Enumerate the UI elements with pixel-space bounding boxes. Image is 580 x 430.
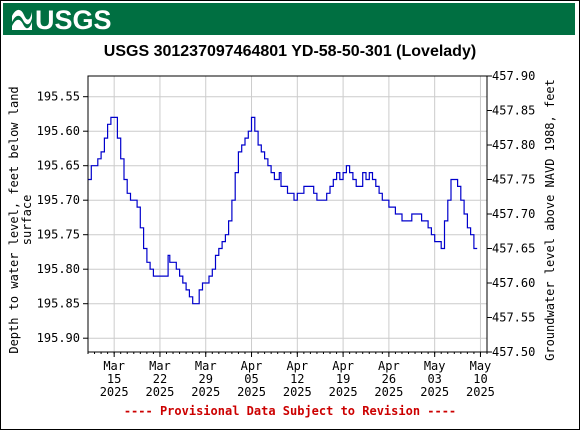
x-tick-label: Apr [286,359,308,373]
x-tick-label: Mar [195,359,217,373]
usgs-banner: USGS [3,3,575,35]
left-tick-label: 195.75 [37,228,80,242]
x-tick-label: Apr [241,359,263,373]
left-axis-ticks: 195.55 195.60 195.65 195.70 195.75 195.80 195.… [37,90,88,345]
left-tick-label: 195.85 [37,297,80,311]
right-axis-label: Groundwater level above NAVD 1988, feet [543,79,557,361]
left-tick-label: 195.70 [37,193,80,207]
x-tick-label: 2025 [329,385,358,399]
x-tick-label: 2025 [145,385,174,399]
x-tick-label: 26 [382,372,396,386]
grid-lines [88,76,487,352]
x-tick-label: Mar [149,359,171,373]
right-tick-label: 457.65 [492,242,535,256]
x-tick-label: Apr [332,359,354,373]
usgs-wave-icon [12,9,32,30]
x-tick-label: Apr [378,359,400,373]
x-tick-label: 15 [107,372,121,386]
left-tick-label: 195.65 [37,159,80,173]
x-tick-label: 19 [336,372,350,386]
x-tick-label: 2025 [466,385,495,399]
x-tick-label: 03 [427,372,441,386]
provisional-notice: ---- Provisional Data Subject to Revisio… [123,404,457,418]
right-axis-ticks: 457.90 457.85 457.80 457.75 457.70 457.65 457.… [487,69,535,359]
x-tick-label: 2025 [420,385,449,399]
right-tick-label: 457.75 [492,173,535,187]
left-tick-label: 195.60 [37,124,80,138]
x-tick-label: Mar [103,359,125,373]
x-tick-label: 2025 [191,385,220,399]
x-tick-label: 2025 [374,385,403,399]
left-axis-label-line1: Depth to water level, feet below land [7,86,21,353]
left-axis-label-line2: surface [20,195,34,246]
right-tick-label: 457.60 [492,276,535,290]
series-layer [88,116,478,305]
plot-area [87,75,488,353]
x-tick-label: 29 [199,372,213,386]
x-axis-ticks: Mar152025Mar222025Mar292025Apr052025Apr1… [87,352,495,399]
x-tick-label: May [470,359,492,373]
x-tick-label: 2025 [283,385,312,399]
chart-title: USGS 301237097464801 YD-58-50-301 (Lovel… [103,43,477,60]
x-tick-label: 05 [244,372,258,386]
series-line [88,116,478,305]
x-tick-label: 2025 [100,385,129,399]
left-tick-label: 195.90 [37,331,80,345]
x-tick-label: 2025 [237,385,266,399]
x-tick-label: 10 [473,372,487,386]
usgs-logo[interactable]: USGS [11,6,121,32]
left-tick-label: 195.55 [37,90,80,104]
x-tick-label: May [424,359,446,373]
right-tick-label: 457.90 [492,69,535,83]
x-tick-label: 22 [153,372,167,386]
right-tick-label: 457.55 [492,311,535,325]
right-tick-label: 457.50 [492,345,535,359]
right-tick-label: 457.70 [492,207,535,221]
left-tick-label: 195.80 [37,262,80,276]
right-tick-label: 457.80 [492,138,535,152]
right-tick-label: 457.85 [492,104,535,118]
usgs-logo-text: USGS [35,6,112,32]
x-tick-label: 12 [290,372,304,386]
